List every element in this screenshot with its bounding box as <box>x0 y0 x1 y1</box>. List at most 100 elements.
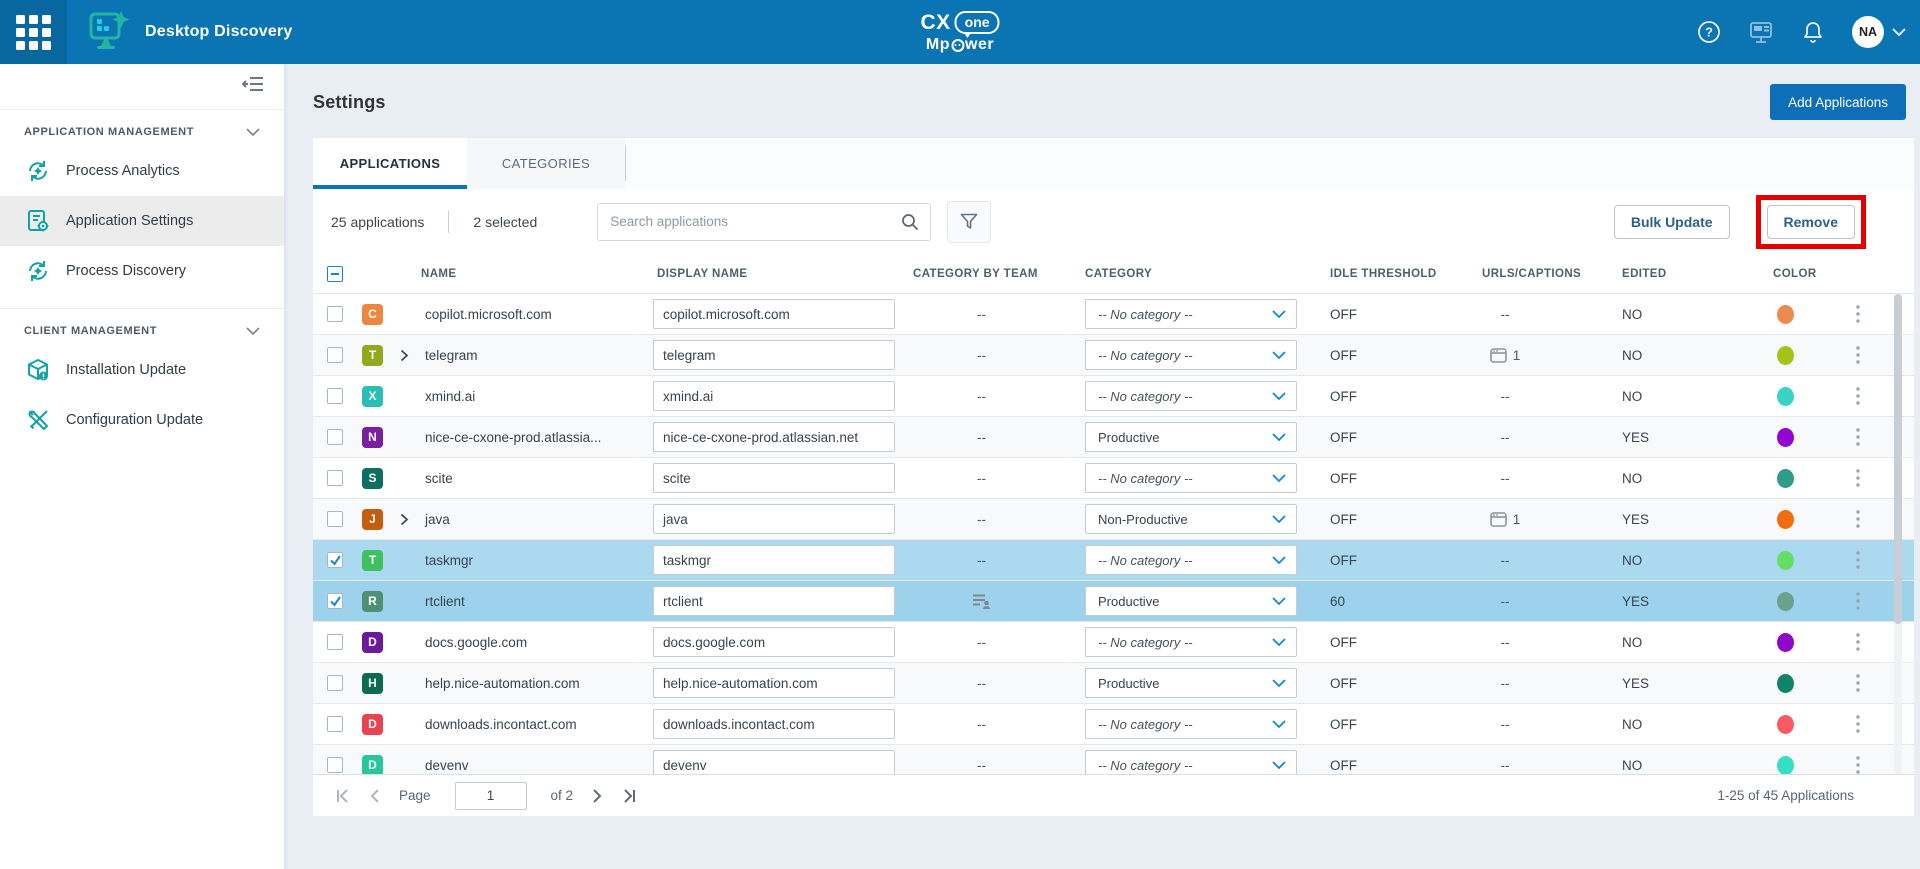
filter-button[interactable] <box>947 200 992 243</box>
row-menu-button[interactable] <box>1830 346 1886 364</box>
section-chevron-icon[interactable] <box>246 326 260 336</box>
table-row[interactable]: X xmind.ai -- -- No category -- OFF -- N… <box>313 376 1914 417</box>
display-name-input[interactable] <box>653 463 895 493</box>
bulk-update-button[interactable]: Bulk Update <box>1613 204 1730 239</box>
tab-categories[interactable]: CATEGORIES <box>467 138 625 189</box>
column-header-urls-captions[interactable]: URLS/CAPTIONS <box>1482 267 1582 280</box>
row-checkbox[interactable] <box>327 470 343 486</box>
display-name-input[interactable] <box>653 668 895 698</box>
next-page-button[interactable] <box>591 788 603 803</box>
category-select[interactable]: -- No category -- <box>1085 381 1297 411</box>
color-dot[interactable] <box>1776 714 1794 734</box>
table-row[interactable]: N nice-ce-cxone-prod.atlassia... -- Prod… <box>313 417 1914 458</box>
table-row[interactable]: S scite -- -- No category -- OFF -- NO <box>313 458 1914 499</box>
display-name-input[interactable] <box>653 586 895 616</box>
row-menu-button[interactable] <box>1830 756 1886 774</box>
first-page-button[interactable] <box>335 788 351 803</box>
expand-chevron-icon[interactable] <box>391 513 417 526</box>
collapse-sidebar-icon[interactable] <box>241 75 264 98</box>
color-dot[interactable] <box>1776 632 1794 652</box>
category-select[interactable]: Productive <box>1085 668 1297 698</box>
row-checkbox[interactable] <box>327 429 343 445</box>
table-row[interactable]: T taskmgr -- -- No category -- OFF -- NO <box>313 540 1914 581</box>
column-header-edited[interactable]: EDITED <box>1622 267 1667 280</box>
category-select[interactable]: -- No category -- <box>1085 299 1297 329</box>
search-icon[interactable] <box>900 212 920 232</box>
table-row[interactable]: C copilot.microsoft.com -- -- No categor… <box>313 294 1914 335</box>
category-select[interactable]: Productive <box>1085 422 1297 452</box>
table-row[interactable]: R rtclient Productive 60 -- YES <box>313 581 1914 622</box>
row-checkbox[interactable] <box>327 634 343 650</box>
row-checkbox[interactable] <box>327 511 343 527</box>
sidebar-item-application-settings[interactable]: Application Settings <box>0 196 284 246</box>
display-name-input[interactable] <box>653 627 895 657</box>
column-header-name[interactable]: NAME <box>421 267 457 280</box>
search-input[interactable] <box>610 214 901 229</box>
table-row[interactable]: D downloads.incontact.com -- -- No categ… <box>313 704 1914 745</box>
row-checkbox[interactable] <box>327 593 343 609</box>
table-row[interactable]: H help.nice-automation.com -- Productive… <box>313 663 1914 704</box>
row-menu-button[interactable] <box>1830 715 1886 733</box>
display-name-input[interactable] <box>653 340 895 370</box>
category-select[interactable]: -- No category -- <box>1085 750 1297 774</box>
display-name-input[interactable] <box>653 422 895 452</box>
row-checkbox[interactable] <box>327 716 343 732</box>
table-row[interactable]: D devenv -- -- No category -- OFF -- NO <box>313 745 1914 774</box>
row-checkbox[interactable] <box>327 388 343 404</box>
row-menu-button[interactable] <box>1830 305 1886 323</box>
color-dot[interactable] <box>1776 591 1794 611</box>
category-select[interactable]: Non-Productive <box>1085 504 1297 534</box>
sidebar-item-process-analytics[interactable]: Process Analytics <box>0 146 284 196</box>
sidebar-item-configuration-update[interactable]: Configuration Update <box>0 395 284 445</box>
notifications-bell-icon[interactable] <box>1800 19 1826 45</box>
display-name-input[interactable] <box>653 545 895 575</box>
display-name-input[interactable] <box>653 299 895 329</box>
remove-button[interactable]: Remove <box>1766 204 1855 239</box>
table-row[interactable]: T telegram -- -- No category -- OFF 1 NO <box>313 335 1914 376</box>
row-menu-button[interactable] <box>1830 469 1886 487</box>
row-menu-button[interactable] <box>1830 387 1886 405</box>
category-select[interactable]: -- No category -- <box>1085 340 1297 370</box>
column-header-color[interactable]: COLOR <box>1773 267 1817 280</box>
page-number-input[interactable] <box>454 781 527 810</box>
presentation-icon[interactable] <box>1748 19 1774 45</box>
category-select[interactable]: Productive <box>1085 586 1297 616</box>
color-dot[interactable] <box>1776 673 1794 693</box>
row-checkbox[interactable] <box>327 757 343 773</box>
color-dot[interactable] <box>1776 386 1794 406</box>
section-chevron-icon[interactable] <box>246 127 260 137</box>
category-select[interactable]: -- No category -- <box>1085 709 1297 739</box>
row-checkbox[interactable] <box>327 675 343 691</box>
color-dot[interactable] <box>1776 755 1794 774</box>
row-menu-button[interactable] <box>1830 551 1886 569</box>
row-menu-button[interactable] <box>1830 428 1886 446</box>
column-header-category-by-team[interactable]: CATEGORY BY TEAM <box>913 267 1038 280</box>
display-name-input[interactable] <box>653 504 895 534</box>
color-dot[interactable] <box>1776 345 1794 365</box>
color-dot[interactable] <box>1776 304 1794 324</box>
sidebar-item-process-discovery[interactable]: Process Discovery <box>0 246 284 296</box>
sidebar-item-installation-update[interactable]: Installation Update <box>0 345 284 395</box>
color-dot[interactable] <box>1776 427 1794 447</box>
last-page-button[interactable] <box>621 788 637 803</box>
row-menu-button[interactable] <box>1830 592 1886 610</box>
select-all-checkbox[interactable] <box>327 265 343 282</box>
color-dot[interactable] <box>1776 550 1794 570</box>
color-dot[interactable] <box>1776 468 1794 488</box>
display-name-input[interactable] <box>653 709 895 739</box>
category-select[interactable]: -- No category -- <box>1085 545 1297 575</box>
display-name-input[interactable] <box>653 381 895 411</box>
row-menu-button[interactable] <box>1830 633 1886 651</box>
column-header-display-name[interactable]: DISPLAY NAME <box>657 267 748 280</box>
column-header-idle-threshold[interactable]: IDLE THRESHOLD <box>1330 267 1437 280</box>
add-applications-button[interactable]: Add Applications <box>1770 84 1906 120</box>
expand-chevron-icon[interactable] <box>391 349 417 362</box>
color-dot[interactable] <box>1776 509 1794 529</box>
user-menu[interactable]: NA <box>1852 16 1906 48</box>
category-select[interactable]: -- No category -- <box>1085 463 1297 493</box>
row-checkbox[interactable] <box>327 552 343 568</box>
table-row[interactable]: J java -- Non-Productive OFF 1 YES <box>313 499 1914 540</box>
row-checkbox[interactable] <box>327 306 343 322</box>
row-menu-button[interactable] <box>1830 674 1886 692</box>
table-scrollbar[interactable] <box>1894 294 1902 774</box>
